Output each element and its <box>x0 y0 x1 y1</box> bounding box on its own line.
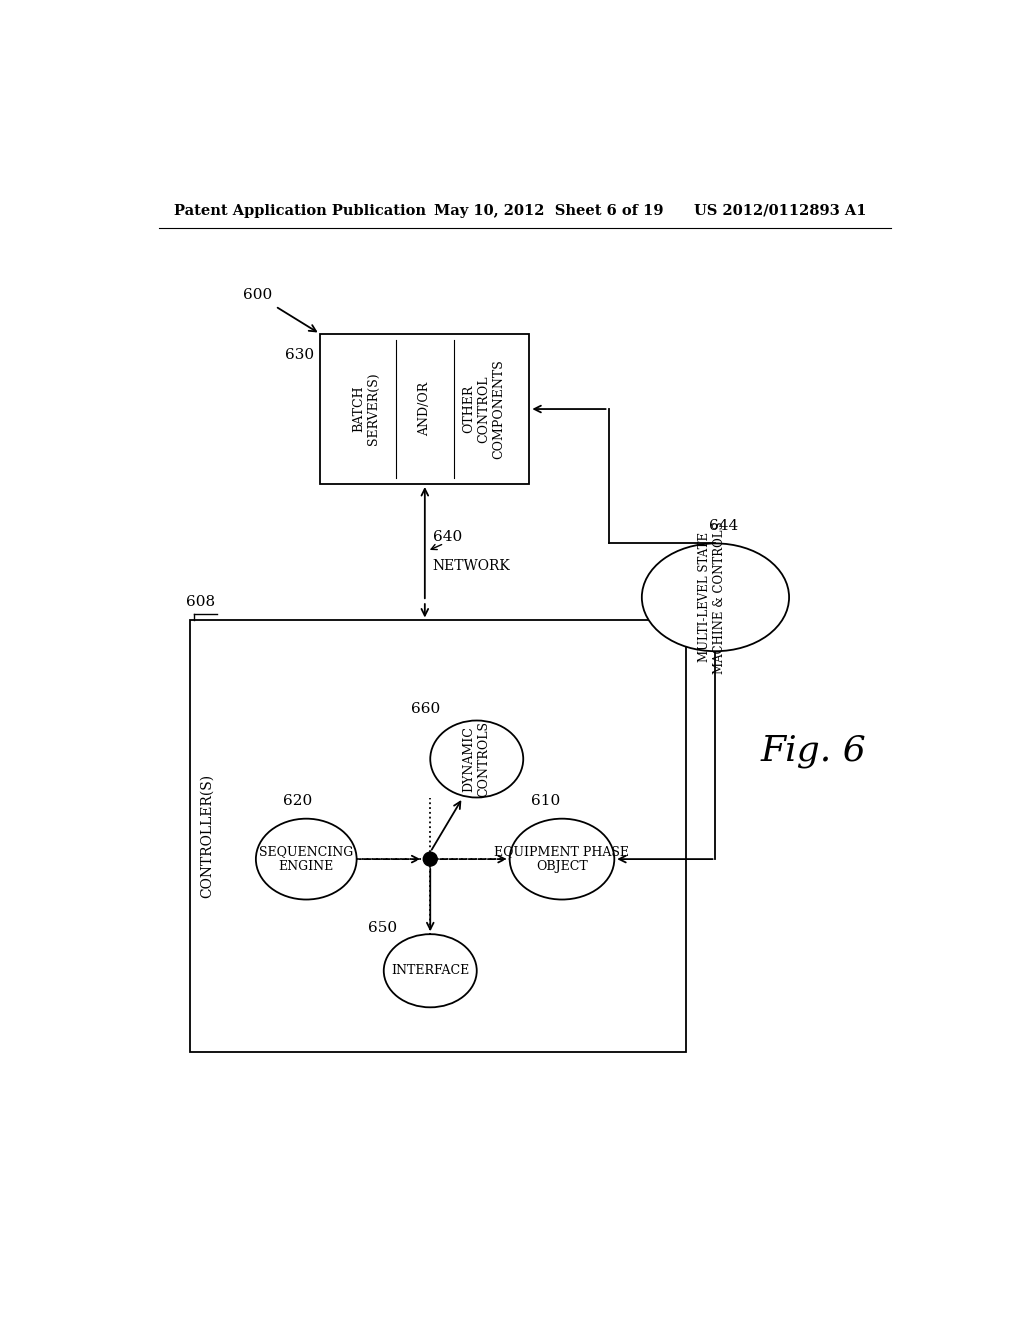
Text: 610: 610 <box>531 795 560 808</box>
Text: 620: 620 <box>283 795 312 808</box>
Text: SEQUENCING
ENGINE: SEQUENCING ENGINE <box>259 845 353 873</box>
Text: 650: 650 <box>369 921 397 936</box>
Text: 640: 640 <box>432 531 462 544</box>
Text: 644: 644 <box>710 520 738 533</box>
Text: EQUIPMENT PHASE
OBJECT: EQUIPMENT PHASE OBJECT <box>495 845 630 873</box>
Text: 660: 660 <box>411 702 440 715</box>
Text: 600: 600 <box>243 289 272 302</box>
Ellipse shape <box>430 721 523 797</box>
Text: Patent Application Publication: Patent Application Publication <box>174 203 427 218</box>
Text: May 10, 2012  Sheet 6 of 19: May 10, 2012 Sheet 6 of 19 <box>434 203 664 218</box>
Text: AND/OR: AND/OR <box>419 381 431 436</box>
Text: OTHER
CONTROL
COMPONENTS: OTHER CONTROL COMPONENTS <box>462 359 505 459</box>
Text: NETWORK: NETWORK <box>432 560 510 573</box>
Ellipse shape <box>256 818 356 899</box>
Text: US 2012/0112893 A1: US 2012/0112893 A1 <box>693 203 866 218</box>
Text: 630: 630 <box>285 348 314 362</box>
Text: MULTI-LEVEL STATE
MACHINE & CONTROLS: MULTI-LEVEL STATE MACHINE & CONTROLS <box>697 521 726 673</box>
Text: CONTROLLER(S): CONTROLLER(S) <box>200 774 214 898</box>
Bar <box>190 620 686 1052</box>
Text: INTERFACE: INTERFACE <box>391 964 469 977</box>
Ellipse shape <box>384 935 477 1007</box>
Bar <box>321 334 529 484</box>
Ellipse shape <box>510 818 614 899</box>
Text: 608: 608 <box>186 595 215 609</box>
Text: Fig. 6: Fig. 6 <box>761 734 866 768</box>
Circle shape <box>423 853 437 866</box>
Ellipse shape <box>642 544 790 651</box>
Text: DYNAMIC
CONTROLS: DYNAMIC CONTROLS <box>463 721 490 797</box>
Text: BATCH
SERVER(S): BATCH SERVER(S) <box>352 372 380 445</box>
